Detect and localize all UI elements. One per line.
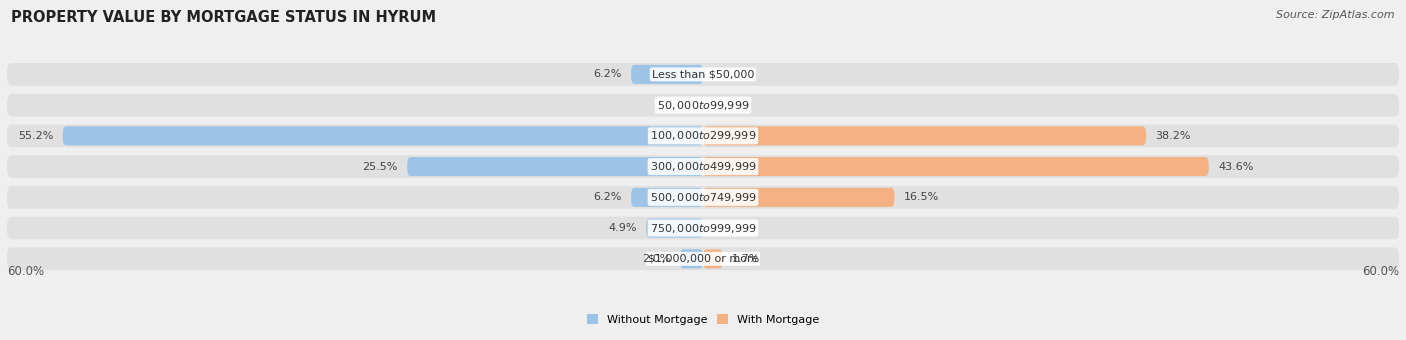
Text: PROPERTY VALUE BY MORTGAGE STATUS IN HYRUM: PROPERTY VALUE BY MORTGAGE STATUS IN HYR…	[11, 10, 436, 25]
FancyBboxPatch shape	[408, 157, 703, 176]
FancyBboxPatch shape	[703, 126, 1146, 146]
FancyBboxPatch shape	[703, 188, 894, 207]
FancyBboxPatch shape	[647, 219, 703, 238]
FancyBboxPatch shape	[7, 217, 1399, 239]
FancyBboxPatch shape	[681, 249, 703, 268]
Text: 38.2%: 38.2%	[1156, 131, 1191, 141]
FancyBboxPatch shape	[703, 249, 723, 268]
FancyBboxPatch shape	[7, 155, 1399, 178]
Text: $50,000 to $99,999: $50,000 to $99,999	[657, 99, 749, 112]
Text: 60.0%: 60.0%	[1362, 265, 1399, 278]
FancyBboxPatch shape	[703, 157, 1209, 176]
Text: 6.2%: 6.2%	[593, 69, 621, 79]
Text: 25.5%: 25.5%	[363, 162, 398, 172]
Text: $100,000 to $299,999: $100,000 to $299,999	[650, 129, 756, 142]
Text: 16.5%: 16.5%	[904, 192, 939, 202]
Text: Less than $50,000: Less than $50,000	[652, 69, 754, 79]
Text: 60.0%: 60.0%	[7, 265, 44, 278]
Text: $1,000,000 or more: $1,000,000 or more	[648, 254, 758, 264]
Text: $500,000 to $749,999: $500,000 to $749,999	[650, 191, 756, 204]
Text: 1.7%: 1.7%	[733, 254, 761, 264]
FancyBboxPatch shape	[631, 65, 703, 84]
FancyBboxPatch shape	[7, 248, 1399, 270]
Legend: Without Mortgage, With Mortgage: Without Mortgage, With Mortgage	[582, 310, 824, 329]
FancyBboxPatch shape	[631, 188, 703, 207]
Text: $300,000 to $499,999: $300,000 to $499,999	[650, 160, 756, 173]
FancyBboxPatch shape	[7, 186, 1399, 209]
Text: 6.2%: 6.2%	[593, 192, 621, 202]
Text: 4.9%: 4.9%	[609, 223, 637, 233]
FancyBboxPatch shape	[7, 124, 1399, 147]
Text: $750,000 to $999,999: $750,000 to $999,999	[650, 222, 756, 235]
FancyBboxPatch shape	[7, 63, 1399, 86]
Text: 43.6%: 43.6%	[1218, 162, 1253, 172]
Text: 55.2%: 55.2%	[18, 131, 53, 141]
FancyBboxPatch shape	[63, 126, 703, 146]
Text: 2.0%: 2.0%	[643, 254, 671, 264]
Text: Source: ZipAtlas.com: Source: ZipAtlas.com	[1277, 10, 1395, 20]
FancyBboxPatch shape	[7, 94, 1399, 117]
